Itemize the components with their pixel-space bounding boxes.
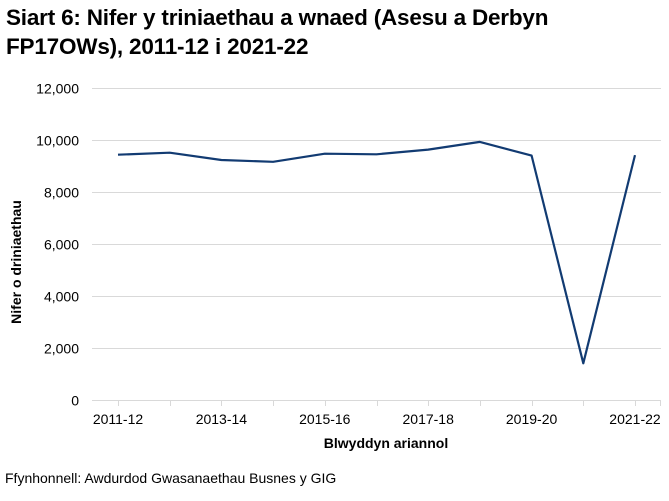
x-tick-label: 2021-22 — [609, 411, 661, 427]
y-tick-label: 0 — [71, 393, 79, 409]
data-series — [117, 140, 637, 365]
x-axis-tick-labels: 2011-12 2013-14 2015-16 2017-18 2019-20 2021-… — [93, 411, 661, 427]
source-note: Ffynhonnell: Awdurdod Gwasanaethau Busne… — [5, 470, 337, 486]
chart-title-line-1: Siart 6: Nifer y triniaethau a wnaed (As… — [6, 5, 549, 30]
y-axis-tick-labels: 0 2,000 4,000 6,000 8,000 10,000 12,000 — [36, 81, 79, 409]
y-tick-label: 10,000 — [36, 133, 79, 149]
chart-title: Siart 6: Nifer y triniaethau a wnaed (As… — [6, 3, 666, 61]
y-tick-label: 12,000 — [36, 81, 79, 97]
x-tick-label: 2011-12 — [93, 411, 144, 427]
y-tick-label: 2,000 — [44, 341, 79, 357]
x-axis — [92, 400, 661, 406]
gridlines — [92, 88, 661, 349]
x-axis-title: Blwyddyn ariannol — [324, 435, 448, 451]
x-tick-label: 2015-16 — [299, 411, 351, 427]
x-tick-label: 2013-14 — [196, 411, 248, 427]
x-tick-label: 2017-18 — [403, 411, 455, 427]
chart-title-line-2: FP17OWs), 2011-12 i 2021-22 — [6, 34, 309, 59]
y-tick-label: 8,000 — [44, 185, 79, 201]
series-line — [117, 140, 637, 365]
y-tick-label: 6,000 — [44, 237, 79, 253]
x-tick-label: 2019-20 — [506, 411, 558, 427]
y-axis-title: Nifer o driniaethau — [8, 200, 24, 324]
y-tick-label: 4,000 — [44, 289, 79, 305]
